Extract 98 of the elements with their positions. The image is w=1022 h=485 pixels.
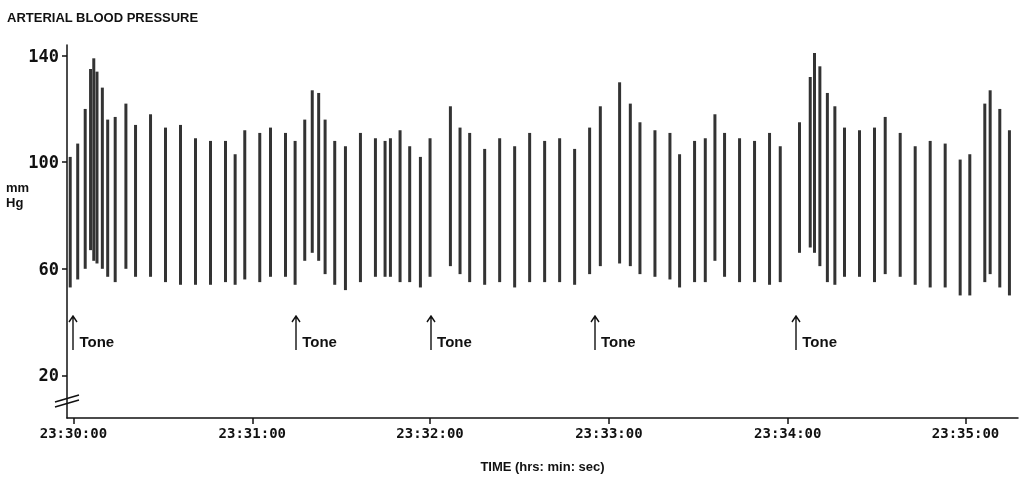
bar xyxy=(483,148,487,285)
bar xyxy=(833,106,837,285)
x-axis-title: TIME (hrs: min: sec) xyxy=(480,459,605,474)
bar xyxy=(943,143,947,288)
bar xyxy=(988,90,992,275)
bar xyxy=(317,92,321,261)
bar xyxy=(418,156,422,288)
bar xyxy=(458,127,462,275)
bar xyxy=(628,103,632,267)
bar xyxy=(383,140,387,277)
bar xyxy=(323,119,327,275)
bar xyxy=(100,87,104,269)
bar xyxy=(872,127,876,283)
x-tick-label: 23:35:00 xyxy=(931,425,1000,441)
bar xyxy=(408,146,412,283)
chart-title: ARTERIAL BLOOD PRESSURE xyxy=(7,10,199,25)
bar xyxy=(928,140,932,288)
bar xyxy=(179,124,183,285)
bar xyxy=(738,138,742,283)
bar xyxy=(1007,130,1011,296)
bar xyxy=(588,127,592,275)
bar xyxy=(958,159,962,296)
bar xyxy=(134,124,138,277)
bar xyxy=(388,138,392,277)
bar xyxy=(703,138,707,283)
bar xyxy=(818,66,822,267)
bar xyxy=(768,132,772,285)
bar xyxy=(233,154,237,285)
bar xyxy=(68,156,72,288)
bar xyxy=(713,114,717,261)
bar xyxy=(149,114,153,277)
bar xyxy=(268,127,272,277)
bar xyxy=(428,138,432,277)
bar xyxy=(224,140,227,283)
ref-line-label: Tone xyxy=(79,332,115,350)
bar xyxy=(333,140,337,285)
bar xyxy=(293,140,297,285)
bar xyxy=(398,130,402,283)
bar xyxy=(498,138,502,283)
bar xyxy=(618,82,622,264)
bar xyxy=(598,106,602,267)
bar xyxy=(76,143,80,280)
bar xyxy=(653,130,657,277)
ref-line-label: Tone xyxy=(600,332,636,350)
bar xyxy=(209,140,213,285)
bar xyxy=(258,132,262,283)
bar xyxy=(164,127,168,283)
bar xyxy=(543,140,547,283)
bar xyxy=(92,58,96,261)
bar xyxy=(124,103,128,269)
y-axis-title: mm Hg xyxy=(6,180,31,210)
ref-line-label: Tone xyxy=(802,332,838,350)
bar xyxy=(913,146,917,285)
bar xyxy=(573,148,577,285)
x-tick-label: 23:33:00 xyxy=(575,425,643,441)
bar xyxy=(883,116,887,275)
x-tick-label: 23:31:00 xyxy=(218,425,286,441)
y-tick-label: 60 xyxy=(38,258,59,279)
bar xyxy=(968,154,972,296)
bar xyxy=(638,122,642,275)
ref-line-label: Tone xyxy=(302,332,337,350)
y-tick-label: 20 xyxy=(38,365,59,386)
bar xyxy=(998,108,1002,288)
bar xyxy=(468,132,472,283)
bar xyxy=(513,146,517,288)
y-tick-label: 100 xyxy=(28,152,59,173)
bar xyxy=(83,108,87,269)
bar xyxy=(558,138,562,283)
bar xyxy=(825,92,829,283)
bar xyxy=(343,146,347,291)
bar xyxy=(983,103,987,283)
ref-line-label: Tone xyxy=(437,332,472,350)
bar xyxy=(668,132,672,280)
bar xyxy=(303,119,307,261)
bar xyxy=(798,122,802,253)
bar xyxy=(243,130,247,280)
bar xyxy=(113,116,117,283)
bar xyxy=(283,132,287,277)
bar xyxy=(753,140,757,283)
bar xyxy=(310,90,314,253)
bar xyxy=(678,154,682,288)
bar xyxy=(194,138,198,285)
bar xyxy=(858,130,861,277)
x-tick-label: 23:34:00 xyxy=(754,425,822,441)
bar xyxy=(813,52,817,253)
bar xyxy=(528,132,532,283)
bar xyxy=(898,132,902,277)
bar xyxy=(106,119,110,277)
bar xyxy=(448,106,452,267)
x-tick-label: 23:30:00 xyxy=(39,425,108,441)
bar xyxy=(693,140,697,283)
bar xyxy=(843,127,847,277)
bar xyxy=(358,132,362,283)
y-tick-label: 140 xyxy=(28,45,59,66)
bar xyxy=(778,146,782,283)
x-tick-label: 23:32:00 xyxy=(396,425,464,441)
bar xyxy=(723,132,727,277)
bar xyxy=(373,138,377,277)
